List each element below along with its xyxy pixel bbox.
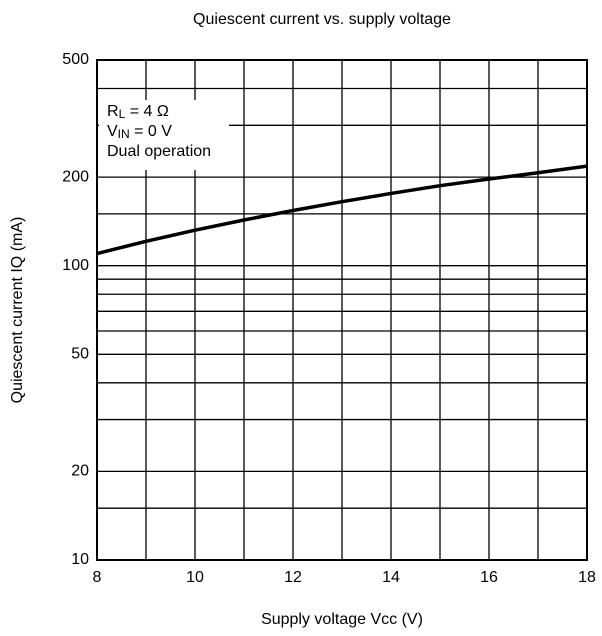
x-tick-label: 18 <box>578 569 596 586</box>
y-tick-label: 200 <box>62 168 89 185</box>
x-tick-label: 14 <box>382 569 400 586</box>
annotation-part: L <box>119 107 126 121</box>
y-tick-label: 20 <box>71 463 89 480</box>
annotation: RL = 4 Ω <box>107 103 169 121</box>
data-line <box>96 164 588 256</box>
x-tick-label: 16 <box>480 569 498 586</box>
annotation: VIN = 0 V <box>107 123 172 141</box>
y-axis-label: Quiescent current IQ (mA) <box>9 217 26 404</box>
annotation: Dual operation <box>107 143 211 160</box>
annotation-part: V <box>107 123 118 140</box>
annotation-part: Dual operation <box>107 143 211 160</box>
x-tick-label: 12 <box>284 569 302 586</box>
annotation-part: R <box>107 103 119 120</box>
x-tick-label: 8 <box>93 569 102 586</box>
chart-title: Quiescent current vs. supply voltage <box>193 11 451 28</box>
y-tick-label: 10 <box>71 551 89 568</box>
annotation-part: = 0 V <box>130 123 173 140</box>
x-axis-label: Supply voltage Vcc (V) <box>261 611 423 628</box>
y-tick-label: 50 <box>71 346 89 363</box>
x-tick-label: 10 <box>186 569 204 586</box>
annotation-part: = 4 Ω <box>125 103 169 120</box>
annotation-background <box>99 100 229 170</box>
plot-frame <box>96 59 588 561</box>
y-tick-label: 500 <box>62 51 89 68</box>
y-tick-label: 100 <box>62 257 89 274</box>
annotation-part: IN <box>118 127 130 141</box>
